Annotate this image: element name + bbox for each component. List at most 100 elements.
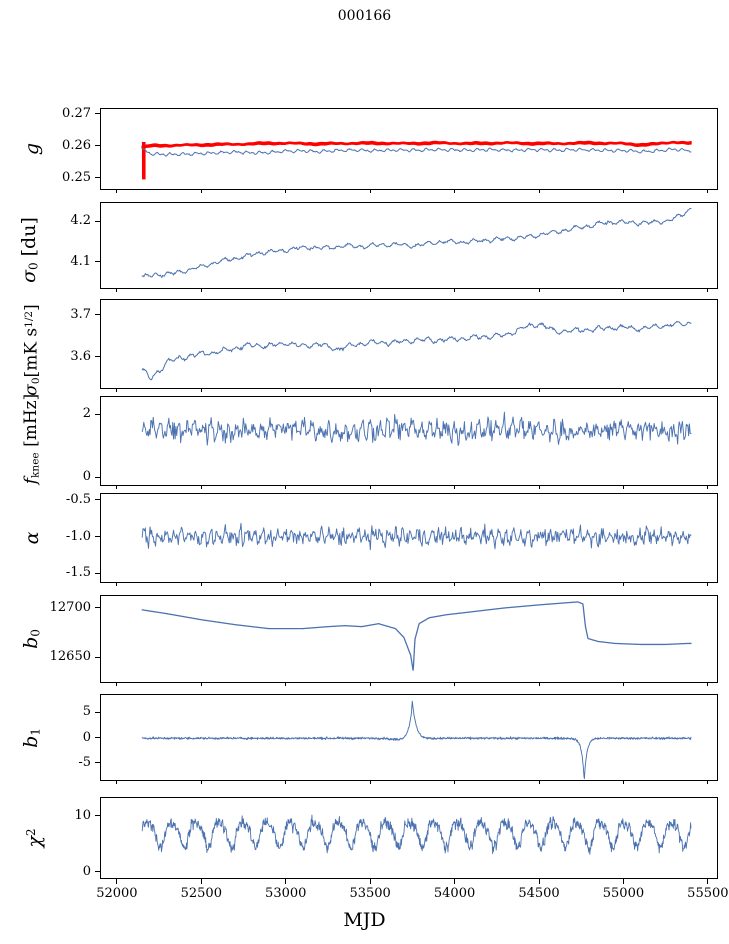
plot-panel-sigma0_du [100,202,718,289]
figure-title: 000166 [337,8,392,24]
x-tick-mark [538,683,540,686]
x-tick-mark [707,683,709,686]
x-tick-label: 53000 [265,886,307,901]
y-tick-mark [95,413,100,415]
y-tick-label-b1: 0 [82,729,91,745]
data-trace-g [141,147,692,157]
plot-panel-b1 [100,694,718,781]
y-tick-label-fknee: 0 [82,469,91,485]
x-tick-mark [116,583,118,586]
data-trace-chi2 [141,814,692,855]
y-tick-label-b1: -5 [78,754,91,770]
x-tick-mark [707,190,709,193]
data-trace-g-red [141,140,692,149]
x-tick-mark [116,190,118,193]
x-tick-mark [707,879,709,884]
x-tick-mark [454,879,456,884]
y-tick-label-chi2: 10 [74,807,91,823]
y-tick-mark [95,762,100,764]
x-tick-mark [285,879,287,884]
x-tick-label: 54000 [433,886,476,901]
x-tick-mark [285,190,287,193]
x-tick-mark [454,781,456,784]
y-tick-label-fknee: 2 [82,406,91,422]
x-tick-mark [538,583,540,586]
y-tick-label-alpha: -0.5 [65,491,91,507]
plot-area-g [141,140,692,180]
plot-area-chi2 [141,814,692,855]
x-tick-mark [622,583,625,586]
y-tick-mark [95,711,100,713]
x-tick-mark [369,190,371,193]
x-tick-label: 53500 [349,886,391,901]
plot-panel-g [100,108,718,190]
data-trace-sigma0_mK [141,320,692,381]
plot-area-b1 [141,700,692,780]
y-tick-mark [95,261,100,263]
plot-area-fknee [141,411,692,446]
x-tick-mark [622,683,625,686]
x-tick-label: 55500 [687,886,729,901]
y-tick-mark [95,572,100,574]
y-tick-label-alpha: -1.0 [65,528,91,544]
x-tick-mark [707,781,709,784]
x-tick-mark [200,190,202,193]
x-tick-mark [285,389,287,392]
plot-panel-alpha [100,493,718,583]
x-tick-mark [200,486,202,489]
x-tick-mark [622,486,625,489]
x-tick-mark [622,190,625,193]
y-tick-mark [95,871,100,873]
y-tick-mark [95,113,100,115]
y-tick-label-b0: 12700 [49,599,91,615]
x-tick-mark [200,879,202,884]
y-tick-label-g: 0.27 [62,105,91,121]
x-tick-mark [369,389,371,392]
data-trace-sigma0_du [141,207,692,278]
x-tick-mark [116,781,118,784]
x-tick-mark [622,781,625,784]
x-tick-mark [622,389,625,392]
x-tick-mark [454,190,456,193]
x-tick-mark [285,289,287,292]
x-tick-mark [707,583,709,586]
x-tick-mark [200,683,202,686]
x-tick-mark [200,289,202,292]
y-tick-mark [95,656,100,658]
x-tick-mark [622,289,625,292]
x-tick-mark [116,879,118,884]
x-tick-mark [538,879,540,884]
y-tick-label-b0: 12650 [49,649,91,665]
x-tick-mark [538,781,540,784]
y-tick-mark [95,476,100,478]
x-tick-mark [285,683,287,686]
y-tick-label-chi2: 0 [82,863,91,879]
data-trace-fknee [141,411,692,446]
y-tick-mark [95,177,100,179]
plot-area-alpha [141,522,692,551]
x-tick-label: 52500 [180,886,222,901]
x-tick-mark [116,389,118,392]
plot-panel-b0 [100,595,718,683]
x-tick-mark [200,389,202,392]
x-tick-mark [369,289,371,292]
x-tick-mark [369,879,371,884]
x-tick-mark [285,486,287,489]
x-tick-mark [707,289,709,292]
y-tick-label-sigma0_mK: 3.6 [70,348,91,364]
y-tick-label-b1: 5 [82,704,91,720]
x-tick-mark [707,389,709,392]
x-tick-label: 55000 [602,886,645,901]
y-tick-label-g: 0.26 [62,137,91,153]
x-tick-mark [538,389,540,392]
x-tick-mark [369,781,371,784]
x-tick-mark [285,583,287,586]
x-tick-mark [116,683,118,686]
x-tick-mark [538,190,540,193]
x-axis-label: MJD [343,909,386,931]
x-tick-label: 52000 [96,886,138,901]
x-tick-mark [116,289,118,292]
y-tick-mark [95,815,100,817]
y-tick-mark [95,314,100,316]
